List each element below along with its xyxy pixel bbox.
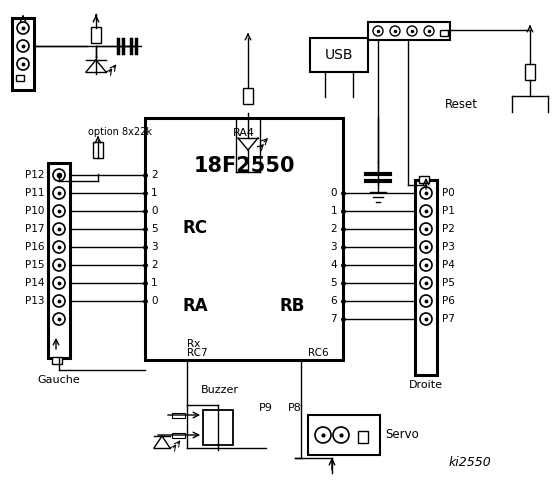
- Text: P4: P4: [442, 260, 455, 270]
- Circle shape: [53, 295, 65, 307]
- Text: 2: 2: [151, 260, 158, 270]
- Text: P2: P2: [442, 224, 455, 234]
- Text: P0: P0: [442, 188, 455, 198]
- Bar: [172, 413, 185, 418]
- Bar: [440, 30, 448, 36]
- Text: RC: RC: [183, 219, 208, 237]
- Text: P3: P3: [442, 242, 455, 252]
- Circle shape: [53, 241, 65, 253]
- Text: P17: P17: [24, 224, 44, 234]
- Text: RA: RA: [183, 297, 208, 315]
- Text: P6: P6: [442, 296, 455, 306]
- Text: 5: 5: [330, 278, 337, 288]
- Circle shape: [53, 259, 65, 271]
- Circle shape: [373, 26, 383, 36]
- Text: Servo: Servo: [385, 429, 419, 442]
- Circle shape: [420, 295, 432, 307]
- Text: ki2550: ki2550: [448, 456, 492, 468]
- Text: 4: 4: [330, 260, 337, 270]
- Text: option 8x22k: option 8x22k: [88, 127, 152, 137]
- Circle shape: [420, 223, 432, 235]
- Text: RA4: RA4: [233, 128, 255, 138]
- Text: RC7: RC7: [187, 348, 207, 358]
- Text: 2: 2: [151, 170, 158, 180]
- Circle shape: [420, 277, 432, 289]
- Bar: [12, 18, 34, 90]
- Text: 7: 7: [330, 314, 337, 324]
- Text: P15: P15: [24, 260, 44, 270]
- Text: 1: 1: [151, 278, 158, 288]
- Text: Rx: Rx: [187, 339, 200, 349]
- Text: P8: P8: [288, 403, 302, 413]
- Text: P1: P1: [442, 206, 455, 216]
- Text: P11: P11: [24, 188, 44, 198]
- Text: 0: 0: [151, 206, 158, 216]
- Circle shape: [407, 26, 417, 36]
- Circle shape: [333, 427, 349, 443]
- Bar: [415, 180, 437, 375]
- Circle shape: [420, 259, 432, 271]
- Text: 2: 2: [330, 224, 337, 234]
- Bar: [172, 433, 185, 438]
- Text: P9: P9: [259, 403, 273, 413]
- Circle shape: [53, 205, 65, 217]
- Text: P12: P12: [24, 170, 44, 180]
- Bar: [358, 431, 368, 443]
- Text: P10: P10: [25, 206, 44, 216]
- Circle shape: [53, 187, 65, 199]
- Circle shape: [53, 277, 65, 289]
- Text: 1: 1: [330, 206, 337, 216]
- Text: Gauche: Gauche: [38, 375, 80, 385]
- Text: USB: USB: [325, 48, 353, 62]
- Circle shape: [420, 187, 432, 199]
- Text: P16: P16: [24, 242, 44, 252]
- Bar: [419, 176, 429, 183]
- Circle shape: [17, 22, 29, 34]
- Text: 3: 3: [151, 242, 158, 252]
- Bar: [91, 27, 101, 43]
- Bar: [93, 142, 103, 158]
- Bar: [48, 163, 70, 358]
- Circle shape: [17, 58, 29, 70]
- Text: P14: P14: [24, 278, 44, 288]
- Text: 5: 5: [151, 224, 158, 234]
- Text: P13: P13: [24, 296, 44, 306]
- Bar: [243, 88, 253, 104]
- Bar: [16, 75, 24, 81]
- Text: 0: 0: [331, 188, 337, 198]
- Circle shape: [53, 169, 65, 181]
- Text: Buzzer: Buzzer: [201, 385, 239, 395]
- Text: 3: 3: [330, 242, 337, 252]
- Bar: [308, 415, 380, 455]
- Text: 0: 0: [151, 296, 158, 306]
- Circle shape: [420, 313, 432, 325]
- Circle shape: [424, 26, 434, 36]
- Circle shape: [53, 223, 65, 235]
- Text: 1: 1: [151, 188, 158, 198]
- Circle shape: [53, 313, 65, 325]
- Circle shape: [420, 205, 432, 217]
- Text: Droite: Droite: [409, 380, 443, 390]
- Text: P7: P7: [442, 314, 455, 324]
- Circle shape: [17, 40, 29, 52]
- Text: RC6: RC6: [307, 348, 328, 358]
- Circle shape: [315, 427, 331, 443]
- Bar: [525, 64, 535, 80]
- Bar: [145, 118, 343, 360]
- Circle shape: [420, 241, 432, 253]
- Text: 18F2550: 18F2550: [193, 156, 295, 176]
- Text: P5: P5: [442, 278, 455, 288]
- Bar: [310, 38, 368, 72]
- Text: 6: 6: [330, 296, 337, 306]
- Text: RB: RB: [280, 297, 305, 315]
- Circle shape: [390, 26, 400, 36]
- Text: Reset: Reset: [445, 98, 478, 111]
- Bar: [203, 410, 233, 445]
- Bar: [52, 357, 62, 364]
- Bar: [368, 22, 450, 40]
